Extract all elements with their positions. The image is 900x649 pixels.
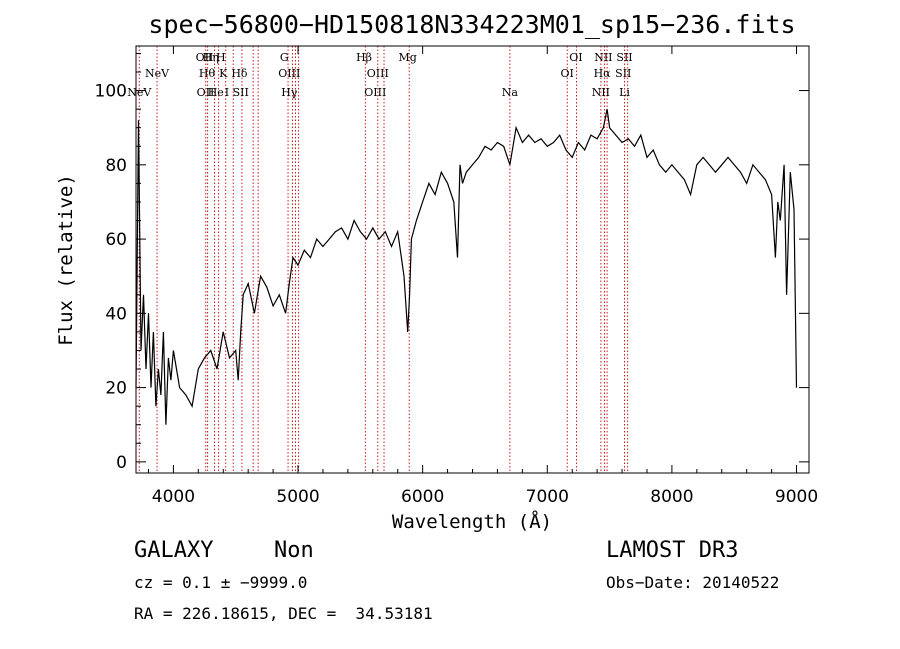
- line-markers: [138, 46, 629, 473]
- y-tick-label-0: 0: [116, 453, 127, 473]
- y-tick-label-5: 100: [95, 82, 127, 102]
- marker-label-24: NII: [592, 86, 610, 99]
- marker-label-4: Hθ: [199, 67, 216, 80]
- marker-label-18: Mg: [399, 51, 417, 64]
- marker-label-17: OIII: [364, 86, 386, 99]
- marker-label-8: K: [219, 67, 228, 80]
- object-class: GALAXY: [134, 538, 214, 563]
- plot-frame: [135, 45, 810, 474]
- marker-label-16: OIII: [367, 67, 389, 80]
- x-tick-label-2: 6000: [401, 487, 444, 507]
- x-tick-label-0: 4000: [152, 487, 195, 507]
- y-axis-label: Flux (relative): [55, 174, 77, 346]
- y-tick-label-3: 60: [105, 230, 127, 250]
- x-axis: 4000 5000 6000 7000 8000 9000: [147, 46, 818, 507]
- marker-label-1: NeV: [145, 67, 170, 80]
- marker-label-11: SII: [233, 86, 249, 99]
- x-tick-label-3: 7000: [526, 487, 569, 507]
- observation-date: Obs−Date: 20140522: [606, 573, 780, 592]
- redshift-cz: cz = 0.1 ± −9999.0: [134, 573, 308, 592]
- object-subclass: Non: [274, 538, 314, 563]
- marker-label-10: Hδ: [231, 67, 248, 80]
- marker-label-3: OII: [197, 86, 215, 99]
- marker-label-19: Na: [502, 86, 519, 99]
- chart-title: spec−56800−HD150818N334223M01_sp15−236.f…: [148, 10, 795, 39]
- marker-label-25: SII: [616, 51, 632, 64]
- x-axis-label: Wavelength (Å): [392, 510, 552, 533]
- y-tick-label-4: 80: [105, 156, 127, 176]
- spectrum-line: [135, 108, 798, 425]
- x-tick-label-5: 9000: [775, 487, 818, 507]
- marker-label-14: Hγ: [281, 86, 298, 99]
- y-tick-label-1: 20: [105, 379, 127, 399]
- y-tick-label-2: 40: [105, 304, 127, 324]
- marker-label-0: NeV: [127, 86, 152, 99]
- marker-label-2: OII: [196, 51, 214, 64]
- marker-label-6: He: [208, 86, 224, 99]
- survey-name: LAMOST DR3: [606, 538, 739, 563]
- marker-label-5: Hη: [203, 51, 219, 64]
- marker-label-26: SII: [615, 67, 631, 80]
- marker-label-20: OI: [569, 51, 582, 64]
- marker-label-27: Li: [619, 86, 630, 99]
- x-tick-label-1: 5000: [276, 487, 319, 507]
- marker-label-9: I: [225, 86, 229, 99]
- marker-label-12: G: [280, 51, 289, 64]
- marker-label-7: H: [216, 51, 226, 64]
- marker-label-15: Hβ: [356, 51, 372, 64]
- y-axis: 0 20 40 60 80 100: [95, 52, 809, 473]
- x-tick-label-4: 8000: [650, 487, 693, 507]
- marker-label-22: NII: [594, 51, 612, 64]
- marker-label-21: OI: [561, 67, 574, 80]
- marker-label-13: OIII: [278, 67, 300, 80]
- coordinates: RA = 226.18615, DEC = 34.53181: [134, 604, 433, 623]
- marker-label-23: Hα: [594, 67, 612, 80]
